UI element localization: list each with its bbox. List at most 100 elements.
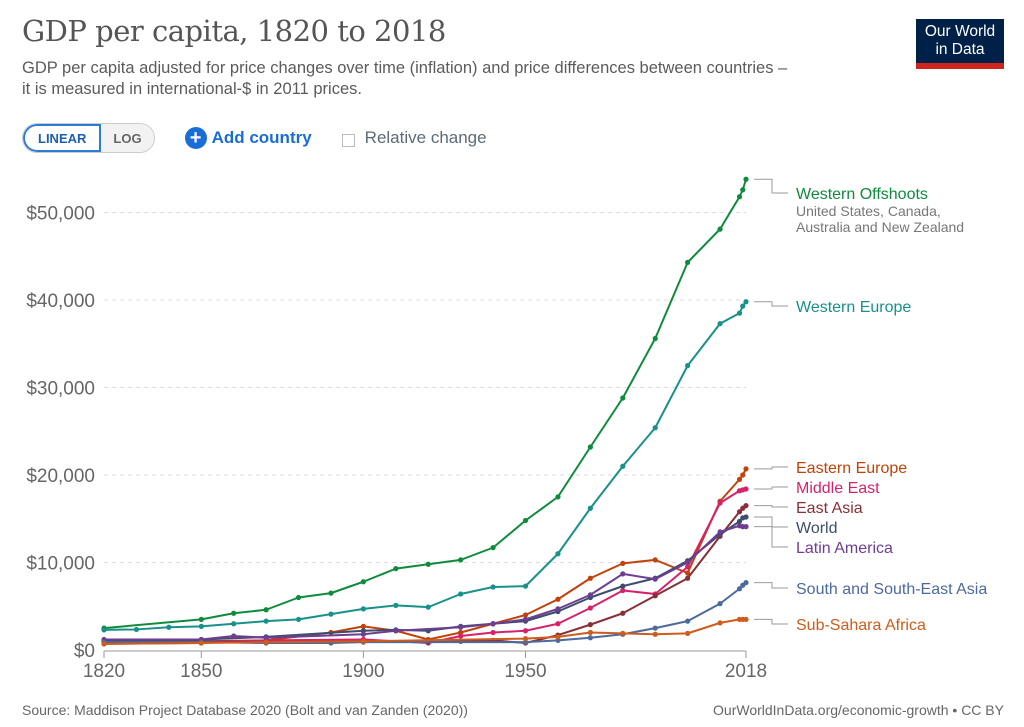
series-line <box>103 618 746 645</box>
series-sublabel: Australia and New Zealand <box>796 219 964 235</box>
label-connector <box>754 486 788 490</box>
add-country-label: Add country <box>211 128 312 147</box>
log-scale-button[interactable]: LOG <box>101 124 154 152</box>
data-point <box>717 620 723 626</box>
label-connector <box>754 526 788 548</box>
chart-subtitle: GDP per capita adjusted for price change… <box>22 58 902 100</box>
chart-title: GDP per capita, 1820 to 2018 <box>22 14 446 48</box>
relative-change-toggle[interactable]: Relative change <box>341 128 487 148</box>
data-point <box>620 571 626 577</box>
x-tick-label: 2018 <box>725 661 767 682</box>
data-point <box>717 529 723 535</box>
series-label: World <box>796 520 838 537</box>
data-point <box>620 630 626 636</box>
source-note[interactable]: Source: Maddison Project Database 2020 (… <box>22 702 468 718</box>
label-connector <box>754 466 788 470</box>
data-point <box>490 621 496 627</box>
data-point <box>685 570 691 576</box>
data-point <box>490 629 496 636</box>
data-point <box>685 259 691 265</box>
series-label: Middle East <box>796 480 880 497</box>
series-label: Eastern Europe <box>796 460 907 477</box>
grid-lines <box>104 212 746 563</box>
data-point <box>685 630 691 636</box>
owid-logo[interactable]: Our World in Data <box>916 19 1004 69</box>
data-point <box>522 583 529 589</box>
data-point <box>740 303 746 309</box>
series-line <box>104 504 747 644</box>
x-axis: 1820 1850 1900 1950 2018 <box>83 650 767 682</box>
y-tick-label: $0 <box>74 641 95 662</box>
data-point <box>717 601 723 607</box>
data-point <box>522 616 529 622</box>
credit-link[interactable]: OurWorldInData.org/economic-growth • CC … <box>713 702 1004 718</box>
data-point <box>555 596 561 602</box>
data-point <box>587 505 593 511</box>
data-point <box>736 476 743 482</box>
subtitle-line-1: GDP per capita adjusted for price change… <box>22 59 788 77</box>
data-point <box>652 576 658 582</box>
series-line <box>103 516 747 642</box>
data-point <box>620 463 626 469</box>
data-point <box>685 575 691 581</box>
data-point <box>458 591 464 597</box>
series-sublabel: United States, Canada, <box>796 203 941 219</box>
data-point <box>717 500 723 506</box>
data-point <box>425 561 431 567</box>
data-point <box>736 518 743 524</box>
series-line <box>104 524 746 641</box>
series-label: Western Offshoots <box>796 186 928 203</box>
data-point <box>736 509 743 515</box>
data-point <box>587 605 593 611</box>
data-point <box>393 628 399 634</box>
data-point <box>522 517 529 524</box>
y-tick-label: $30,000 <box>26 379 95 400</box>
series-label: Sub-Sahara Africa <box>796 617 926 634</box>
data-point <box>295 616 302 622</box>
series-label: Latin America <box>796 540 893 557</box>
data-point <box>717 226 723 232</box>
data-point <box>101 627 107 633</box>
data-point <box>328 590 334 596</box>
data-point <box>736 586 743 592</box>
data-point <box>263 635 269 641</box>
label-connector <box>754 301 788 307</box>
label-connector <box>754 516 788 528</box>
chart-controls: LINEAR LOG + Add country Relative change <box>22 123 487 153</box>
data-point <box>393 602 399 608</box>
linear-scale-button[interactable]: LINEAR <box>23 124 102 152</box>
data-point <box>490 584 496 590</box>
data-point <box>263 618 269 624</box>
y-tick-label: $40,000 <box>26 291 95 312</box>
logo-line-2: in Data <box>935 41 985 58</box>
data-point <box>652 593 658 599</box>
data-point <box>458 557 464 563</box>
data-point <box>743 616 749 622</box>
data-point <box>198 640 204 646</box>
data-point <box>743 299 749 305</box>
logo-line-1: Our World <box>924 23 996 40</box>
label-connector <box>754 618 788 625</box>
data-point <box>555 634 561 640</box>
data-point <box>458 633 464 639</box>
data-point <box>740 187 746 193</box>
logo-red-bar <box>916 63 1004 69</box>
series-label: Western Europe <box>796 299 911 316</box>
data-point <box>393 566 399 572</box>
data-point <box>620 583 626 589</box>
data-point <box>685 363 691 369</box>
data-point <box>360 638 366 644</box>
add-country-button[interactable]: + Add country <box>184 127 312 149</box>
relative-change-checkbox[interactable] <box>341 134 355 147</box>
relative-change-label: Relative change <box>364 128 487 147</box>
data-point <box>685 564 691 570</box>
data-point <box>263 639 269 645</box>
data-point <box>360 606 366 612</box>
data-point <box>620 560 626 566</box>
data-point <box>295 594 302 601</box>
data-point <box>587 575 593 581</box>
scale-toggle: LINEAR LOG <box>22 123 155 153</box>
label-connector <box>754 505 788 508</box>
